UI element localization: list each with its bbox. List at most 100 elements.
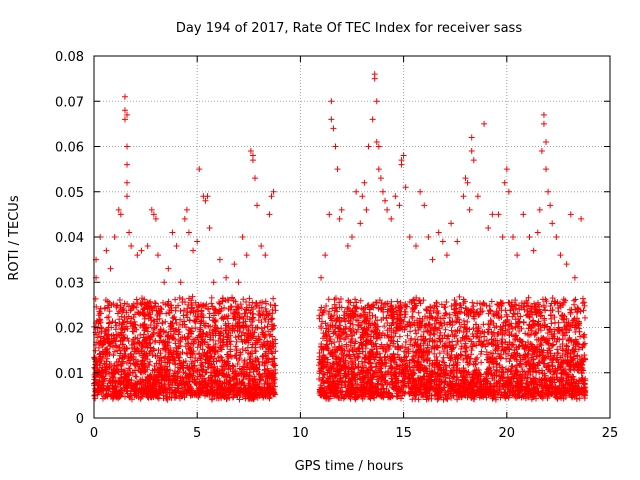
data-point	[221, 304, 228, 311]
data-point	[92, 347, 99, 354]
data-point	[415, 309, 422, 316]
data-point	[162, 353, 169, 360]
data-point	[210, 337, 217, 344]
data-point	[567, 309, 574, 316]
data-point	[442, 326, 449, 333]
data-point	[204, 305, 211, 312]
data-point	[252, 348, 259, 355]
data-point	[151, 338, 158, 345]
data-point	[225, 312, 232, 319]
data-point	[208, 300, 215, 307]
data-point	[197, 342, 204, 349]
data-point	[233, 338, 240, 345]
data-point	[183, 311, 190, 318]
data-point	[191, 338, 198, 345]
data-point	[250, 310, 257, 317]
data-point	[133, 296, 140, 303]
data-point	[333, 304, 340, 311]
data-point	[232, 310, 239, 317]
data-point	[162, 363, 169, 370]
data-point	[196, 303, 203, 310]
data-point	[141, 296, 148, 303]
data-point	[144, 299, 151, 306]
data-point	[173, 319, 180, 326]
data-point	[144, 344, 151, 351]
data-point	[224, 315, 231, 322]
data-point	[157, 333, 164, 340]
data-point	[132, 373, 139, 380]
data-point	[179, 349, 186, 356]
data-point	[102, 375, 109, 382]
data-point	[176, 365, 183, 372]
data-point	[166, 373, 173, 380]
data-point	[236, 365, 243, 372]
data-point	[189, 293, 196, 300]
data-point	[264, 365, 271, 372]
data-point	[520, 318, 527, 325]
data-point	[194, 344, 201, 351]
data-point	[233, 346, 240, 353]
data-point	[150, 329, 157, 336]
data-point	[172, 307, 179, 314]
data-point	[568, 306, 575, 313]
data-point	[198, 366, 205, 373]
data-point	[246, 295, 253, 302]
data-point	[162, 338, 169, 345]
data-point	[181, 307, 188, 314]
data-point	[146, 358, 153, 365]
data-point	[263, 300, 270, 307]
data-point	[116, 316, 123, 323]
data-point	[234, 327, 241, 334]
data-point	[256, 336, 263, 343]
data-point	[126, 365, 133, 372]
data-point	[247, 350, 254, 357]
data-point	[168, 326, 175, 333]
data-point	[125, 365, 132, 372]
data-point	[323, 302, 330, 309]
data-point	[341, 315, 348, 322]
data-point	[184, 340, 191, 347]
data-point	[244, 344, 251, 351]
data-point	[209, 303, 216, 310]
data-point	[352, 296, 359, 303]
data-point	[95, 344, 102, 351]
data-point	[456, 293, 463, 300]
data-point	[265, 318, 272, 325]
data-point	[344, 304, 351, 311]
data-point	[180, 318, 187, 325]
data-point	[184, 334, 191, 341]
data-point	[268, 326, 275, 333]
data-point	[157, 350, 164, 357]
data-point	[168, 302, 175, 309]
data-point	[241, 359, 248, 366]
data-point	[552, 319, 559, 326]
data-point	[163, 310, 170, 317]
data-point	[212, 340, 219, 347]
data-point	[245, 327, 252, 334]
data-point	[267, 301, 274, 308]
data-point	[138, 301, 145, 308]
data-point	[118, 313, 125, 320]
data-point	[249, 341, 256, 348]
data-point	[133, 373, 140, 380]
data-point	[238, 370, 245, 377]
data-point	[106, 308, 113, 315]
data-point	[162, 318, 169, 325]
data-point	[258, 325, 265, 332]
data-point	[127, 307, 134, 314]
data-point	[240, 329, 247, 336]
data-point	[199, 346, 206, 353]
data-point	[203, 301, 210, 308]
data-point	[172, 296, 179, 303]
data-point	[235, 310, 242, 317]
data-point	[111, 362, 118, 369]
data-point	[175, 302, 182, 309]
data-point	[180, 312, 187, 319]
data-point	[112, 319, 119, 326]
data-point	[154, 312, 161, 319]
chart-title: Day 194 of 2017, Rate Of TEC Index for r…	[176, 21, 522, 36]
data-point	[258, 304, 265, 311]
data-point	[170, 347, 177, 354]
data-point	[448, 327, 455, 334]
